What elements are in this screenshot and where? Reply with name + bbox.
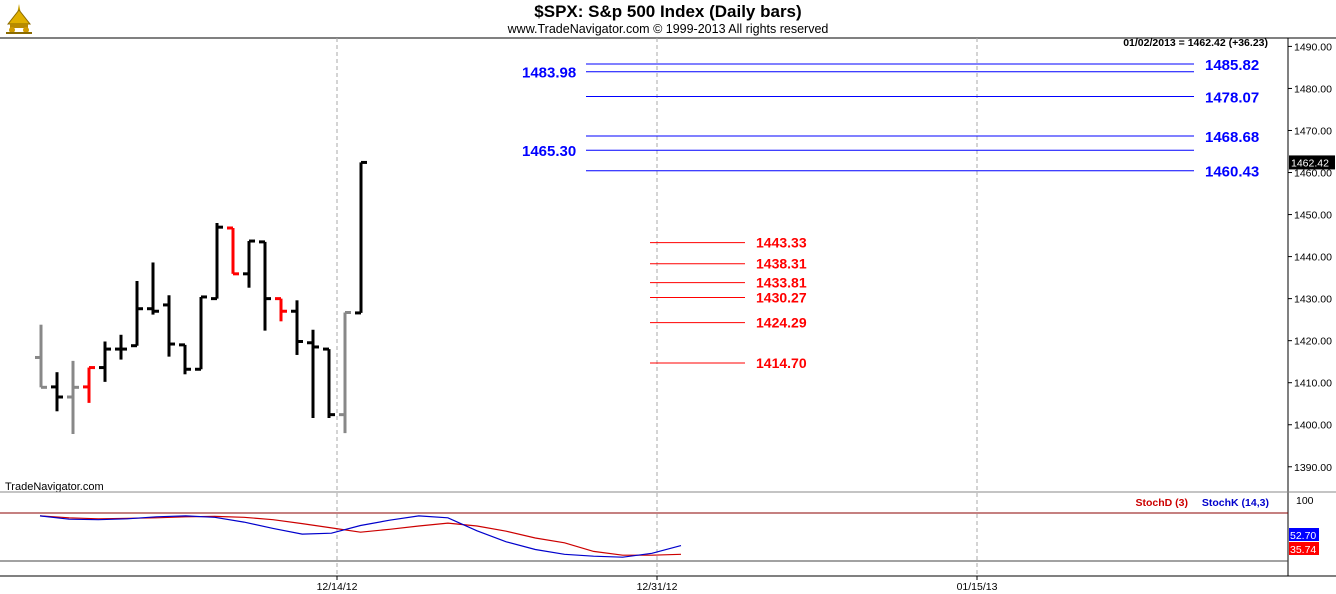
resistance-level-label: 1468.68 (1205, 129, 1259, 146)
resistance-level-label: 1478.07 (1205, 90, 1259, 107)
y-tick-label: 1390.00 (1294, 462, 1332, 474)
logo-icon (2, 2, 36, 36)
legend-stochk: StochK (14,3) (1202, 497, 1269, 509)
y-tick-label: 1460.00 (1294, 168, 1332, 180)
stochd-value-label: 35.74 (1290, 544, 1316, 556)
brand-label: TradeNavigator.com (5, 481, 104, 493)
y-tick-label: 1410.00 (1294, 378, 1332, 390)
support-level-label: 1438.31 (756, 256, 807, 272)
stochk-value-box (1289, 528, 1319, 541)
resistance-level-label: 1465.30 (522, 143, 576, 160)
stochd-value-box (1289, 542, 1319, 555)
support-level-label: 1424.29 (756, 315, 807, 331)
x-tick-label: 12/14/12 (317, 581, 358, 593)
support-level-label: 1414.70 (756, 355, 807, 371)
stochk-value-label: 52.70 (1290, 530, 1316, 542)
y-tick-label: 1470.00 (1294, 125, 1332, 137)
stochk-line (39, 515, 682, 558)
support-level-label: 1443.33 (756, 235, 807, 251)
support-level-label: 1433.81 (756, 275, 807, 291)
y-tick-label: 1440.00 (1294, 252, 1332, 264)
y-tick-label: 1490.00 (1294, 41, 1332, 53)
last-price-box (1289, 155, 1335, 170)
legend-stochd: StochD (3) (1136, 497, 1189, 509)
resistance-level-label: 1485.82 (1205, 57, 1259, 74)
last-price-label: 1462.42 (1291, 157, 1329, 169)
stochd-line (39, 515, 682, 556)
resistance-level-label: 1483.98 (522, 65, 576, 82)
resistance-level-label: 1460.43 (1205, 164, 1259, 181)
x-tick-label: 12/31/12 (637, 581, 678, 593)
osc-y-tick-label: 100 (1296, 495, 1314, 507)
chart-subtitle: www.TradeNavigator.com © 1999-2013 All r… (507, 22, 829, 36)
price-readout: 01/02/2013 = 1462.42 (+36.23) (1123, 37, 1268, 49)
y-tick-label: 1430.00 (1294, 294, 1332, 306)
x-axis-panel (0, 577, 1288, 594)
y-tick-label: 1400.00 (1294, 420, 1332, 432)
y-tick-label: 1450.00 (1294, 210, 1332, 222)
x-tick-label: 01/15/13 (957, 581, 998, 593)
support-level-label: 1430.27 (756, 289, 807, 305)
y-tick-label: 1420.00 (1294, 336, 1332, 348)
y-tick-label: 1480.00 (1294, 83, 1332, 95)
y-axis-panel (1288, 38, 1336, 576)
chart-title: $SPX: S&p 500 Index (Daily bars) (534, 2, 802, 21)
